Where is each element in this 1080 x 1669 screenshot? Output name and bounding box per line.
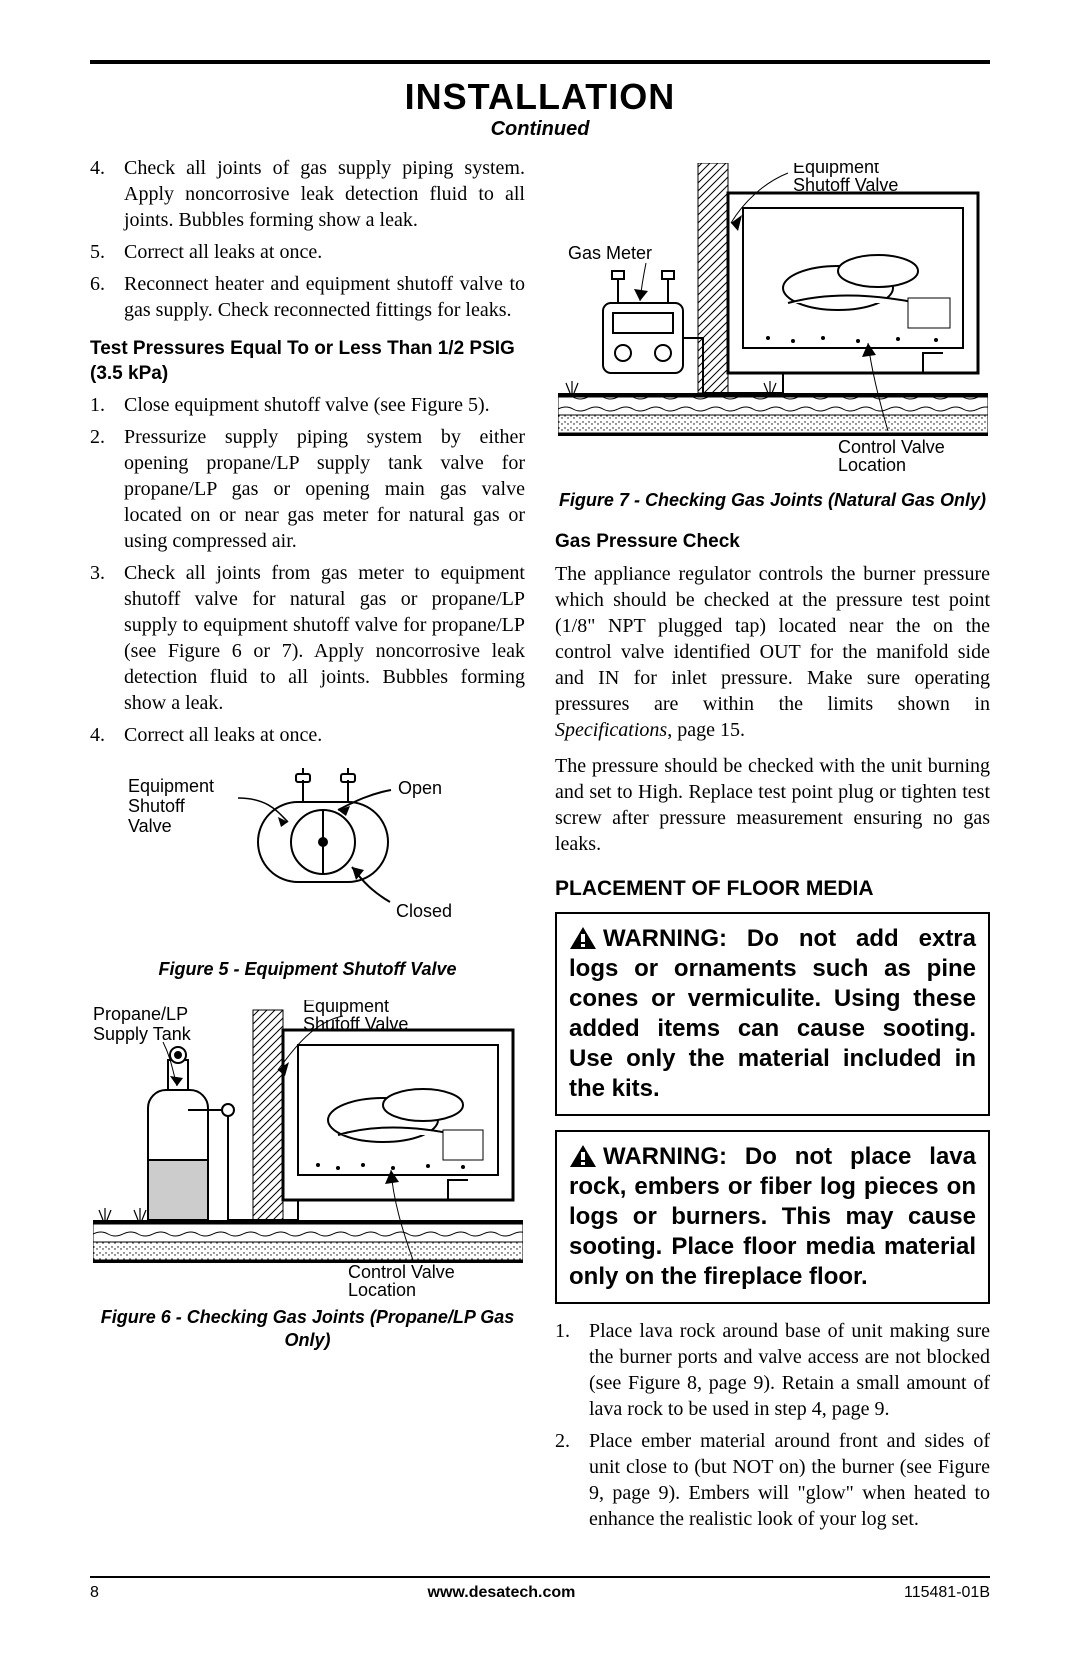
list-number: 2.	[90, 424, 114, 554]
title-block: INSTALLATION Continued	[90, 76, 990, 141]
paragraph-gpc-1: The appliance regulator controls the bur…	[555, 561, 990, 743]
list-text: Place ember material around front and si…	[589, 1428, 990, 1532]
section-heading-placement: PLACEMENT OF FLOOR MEDIA	[555, 875, 990, 902]
subheading-test-pressures: Test Pressures Equal To or Less Than 1/2…	[90, 337, 525, 386]
list-number: 2.	[555, 1428, 579, 1532]
figure-7-diagram: Gas Meter Equipment Shutoff Valve Contro…	[558, 163, 988, 483]
fig7-label-control: Control Valve	[838, 437, 945, 457]
fig5-label-shutoff: Shutoff	[128, 796, 186, 816]
paragraph-gpc-2: The pressure should be checked with the …	[555, 753, 990, 857]
fig6-label-control: Control Valve	[348, 1262, 455, 1282]
list-number: 3.	[90, 560, 114, 716]
warning-icon	[569, 1144, 597, 1168]
list-number: 1.	[555, 1318, 579, 1422]
list-number: 4.	[90, 155, 114, 233]
subheading-gas-pressure: Gas Pressure Check	[555, 530, 990, 555]
list-continued-steps: 4.Check all joints of gas supply piping …	[90, 155, 525, 323]
fig5-label-shutoff: Equipment	[128, 776, 214, 796]
warning-box-1: WARNING: Do not add extra logs or orname…	[555, 912, 990, 1116]
warning-icon	[569, 926, 597, 950]
figure-5-caption: Figure 5 - Equipment Shutoff Valve	[90, 958, 525, 981]
two-column-layout: 4.Check all joints of gas supply piping …	[90, 155, 990, 1546]
fig6-label-control: Location	[348, 1280, 416, 1300]
list-item: 1. Close equipment shutoff valve (see Fig…	[90, 392, 525, 418]
list-test-pressure-steps: 1. Close equipment shutoff valve (see Fig…	[90, 392, 525, 748]
footer: 8 www.desatech.com 115481-01B	[90, 1576, 990, 1602]
warning-lead: WARNING:	[603, 925, 747, 952]
footer-page: 8	[90, 1584, 99, 1602]
list-item: 6.Reconnect heater and equipment shutoff…	[90, 271, 525, 323]
list-text: Close equipment shutoff valve (see Figur…	[124, 392, 490, 418]
list-text: Correct all leaks at once.	[124, 722, 322, 748]
list-item: 4.Check all joints of gas supply piping …	[90, 155, 525, 233]
fig5-label-closed: Closed	[396, 901, 452, 921]
fig5-label-shutoff: Valve	[128, 816, 172, 836]
warning-lead: WARNING:	[603, 1143, 745, 1170]
fig6-label-tank: Propane/LP	[93, 1004, 188, 1024]
fig5-label-open: Open	[398, 778, 442, 798]
footer-docnum: 115481-01B	[904, 1584, 990, 1602]
list-number: 6.	[90, 271, 114, 323]
list-item: 3.Check all joints from gas meter to equ…	[90, 560, 525, 716]
list-item: 2.Place ember material around front and …	[555, 1428, 990, 1532]
list-text: Correct all leaks at once.	[124, 239, 322, 265]
fig6-label-shutoff: Shutoff Valve	[303, 1014, 408, 1034]
list-text: Place lava rock around base of unit maki…	[589, 1318, 990, 1422]
list-item: 4. Correct all leaks at once.	[90, 722, 525, 748]
warning-box-2: WARNING: Do not place lava rock, embers …	[555, 1130, 990, 1304]
fig7-label-shutoff: Shutoff Valve	[793, 175, 898, 195]
text: The appliance regulator controls the bur…	[555, 563, 990, 715]
list-item: 1.Place lava rock around base of unit ma…	[555, 1318, 990, 1422]
list-placement-steps: 1.Place lava rock around base of unit ma…	[555, 1318, 990, 1532]
fig7-label-meter: Gas Meter	[568, 243, 652, 263]
list-number: 5.	[90, 239, 114, 265]
list-text: Check all joints of gas supply piping sy…	[124, 155, 525, 233]
left-column: 4.Check all joints of gas supply piping …	[90, 155, 525, 1546]
warning-text: WARNING: Do not add extra logs or orname…	[569, 924, 976, 1104]
list-text: Reconnect heater and equipment shutoff v…	[124, 271, 525, 323]
page-subtitle: Continued	[90, 118, 990, 141]
list-number: 1.	[90, 392, 114, 418]
text-italic: Specifications	[555, 719, 667, 741]
footer-url: www.desatech.com	[428, 1584, 576, 1602]
figure-5-diagram: Equipment Shutoff Valve Open Closed	[128, 762, 488, 952]
fig7-label-control: Location	[838, 455, 906, 475]
list-text: Check all joints from gas meter to equip…	[124, 560, 525, 716]
figure-6-diagram: Propane/LP Supply Tank Equipment Shutoff…	[93, 1000, 523, 1300]
warning-text: WARNING: Do not place lava rock, embers …	[569, 1142, 976, 1292]
list-item: 2.Pressurize supply piping system by eit…	[90, 424, 525, 554]
list-item: 5. Correct all leaks at once.	[90, 239, 525, 265]
list-text: Pressurize supply piping system by eithe…	[124, 424, 525, 554]
list-number: 4.	[90, 722, 114, 748]
figure-7-caption: Figure 7 - Checking Gas Joints (Natural …	[555, 489, 990, 512]
figure-6-caption: Figure 6 - Checking Gas Joints (Propane/…	[90, 1306, 525, 1353]
text: , page 15.	[667, 719, 745, 741]
top-rule	[90, 60, 990, 64]
page-title: INSTALLATION	[90, 76, 990, 118]
fig6-label-tank: Supply Tank	[93, 1024, 192, 1044]
right-column: Gas Meter Equipment Shutoff Valve Contro…	[555, 155, 990, 1546]
